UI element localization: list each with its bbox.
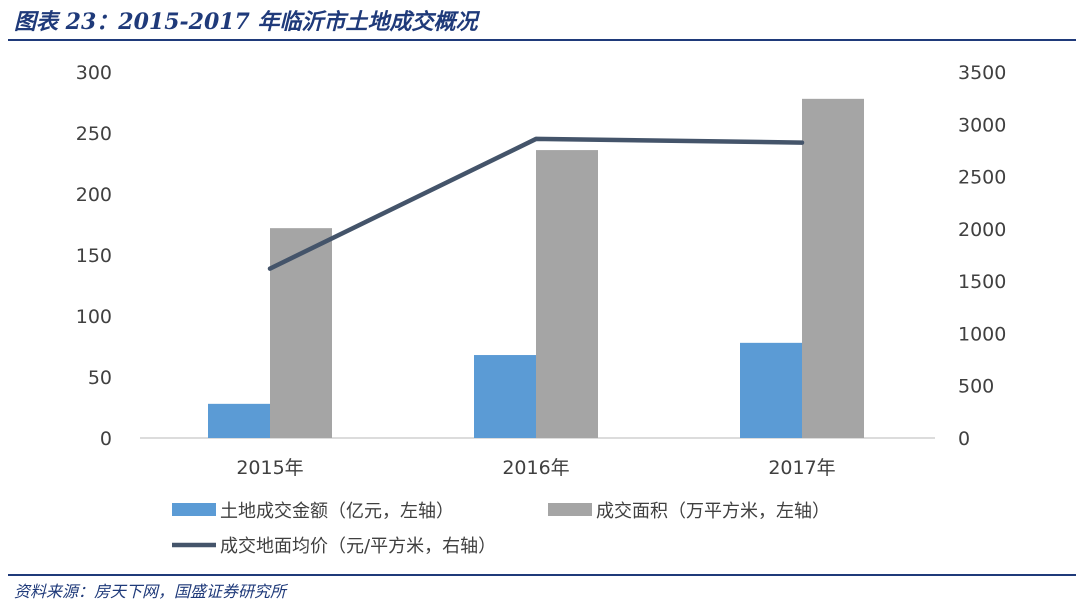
left-tick-label: 50 xyxy=(88,367,112,389)
x-tick-label: 2016年 xyxy=(502,457,569,479)
line-series xyxy=(267,136,805,271)
x-axis-labels: 2015年 2016年 2017年 xyxy=(236,457,835,479)
right-tick-label: 1000 xyxy=(958,323,1006,345)
left-tick-label: 200 xyxy=(76,184,112,206)
x-tick-label: 2017年 xyxy=(768,457,835,479)
right-tick-label: 2500 xyxy=(958,167,1006,189)
source-note: 资料来源：房天下网，国盛证券研究所 xyxy=(14,582,287,601)
x-tick-label: 2015年 xyxy=(236,457,303,479)
legend: 土地成交金额（亿元，左轴） 成交面积（万平方米，左轴） 成交地面均价（元/平方米，右… xyxy=(172,501,830,557)
right-tick-label: 2000 xyxy=(958,219,1006,241)
right-tick-label: 1500 xyxy=(958,271,1006,293)
bar-land-amount-2 xyxy=(740,342,802,438)
bars xyxy=(208,98,864,438)
figure-title: 图表 23：2015-2017 年临沂市土地成交概况 xyxy=(14,9,478,35)
chart: 0 50 100 150 200 250 300 0 500 1000 1500 2000 2500 3… xyxy=(76,62,1007,557)
legend-label: 土地成交金额（亿元，左轴） xyxy=(220,501,454,522)
left-tick-label: 250 xyxy=(76,123,112,145)
right-tick-label: 3000 xyxy=(958,114,1006,136)
bar-area-2 xyxy=(802,98,864,438)
legend-label: 成交面积（万平方米，左轴） xyxy=(596,501,830,522)
right-axis-ticks: 0 500 1000 1500 2000 2500 3000 3500 xyxy=(958,62,1006,450)
legend-label: 成交地面均价（元/平方米，右轴） xyxy=(220,536,496,557)
right-tick-label: 500 xyxy=(958,376,994,398)
right-tick-label: 0 xyxy=(958,428,970,450)
avg-price-point xyxy=(800,140,804,145)
bar-area-0 xyxy=(270,228,332,438)
left-axis-ticks: 0 50 100 150 200 250 300 xyxy=(76,62,112,450)
left-tick-label: 300 xyxy=(76,62,112,84)
bar-land-amount-1 xyxy=(474,355,536,438)
legend-swatch xyxy=(172,503,216,516)
title-divider xyxy=(8,39,1076,41)
left-tick-label: 100 xyxy=(76,306,112,328)
left-tick-label: 0 xyxy=(100,428,112,450)
source-divider xyxy=(8,574,1076,576)
avg-price-point xyxy=(268,266,272,271)
bar-area-1 xyxy=(536,150,598,438)
bar-land-amount-0 xyxy=(208,403,270,438)
left-tick-label: 150 xyxy=(76,245,112,267)
avg-price-point xyxy=(534,136,538,141)
right-tick-label: 3500 xyxy=(958,62,1006,84)
legend-swatch xyxy=(548,503,592,516)
